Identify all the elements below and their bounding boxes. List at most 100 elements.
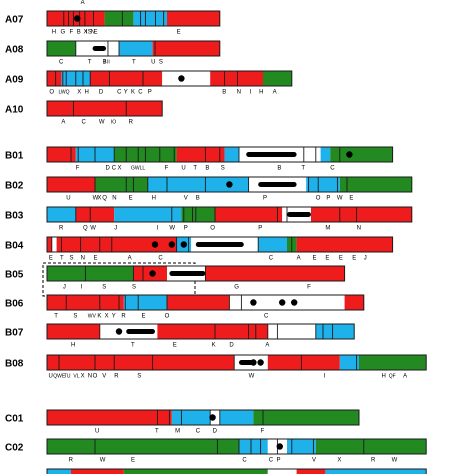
gene-label: E: [349, 196, 353, 202]
segment-blue: [325, 469, 427, 474]
gene-label: J: [364, 256, 367, 262]
gene-label: QF: [389, 374, 396, 380]
segment-red: [205, 266, 345, 281]
marker-dot: [279, 299, 286, 306]
segment-red: [71, 469, 124, 474]
gene-label: E: [49, 256, 53, 262]
gene-label: W: [392, 458, 398, 464]
chromosome-label: B01: [5, 151, 24, 162]
marker-dot: [257, 359, 264, 366]
marker-dot: [226, 181, 233, 188]
gene-label: B: [222, 90, 226, 96]
gene-label: I: [104, 60, 106, 66]
segment-red: [267, 355, 340, 370]
gene-label: V: [184, 196, 188, 202]
gene-label: S: [137, 374, 141, 380]
gene-label: S: [70, 256, 74, 262]
chromosome-bar: [46, 438, 427, 455]
gene-label: T: [132, 60, 136, 66]
gene-label: X: [97, 196, 101, 202]
marker-dot: [276, 443, 283, 450]
chromosome-label: A10: [5, 105, 24, 116]
gene-label: B: [196, 196, 200, 202]
segment-green: [181, 207, 215, 222]
chromosome-bar: [46, 468, 427, 474]
gene-label: W: [249, 374, 255, 380]
gene-label: T: [60, 256, 64, 262]
gene-label: W: [99, 120, 105, 126]
gene-label: I: [250, 90, 252, 96]
segment-blue: [123, 295, 167, 310]
gene-label: A: [61, 120, 65, 126]
gene-label: R: [69, 458, 74, 464]
gene-label: O: [49, 90, 54, 96]
segment-red: [296, 237, 393, 252]
gene-label: A: [81, 0, 85, 6]
marker-cluster: [169, 271, 206, 276]
gene-label: N: [237, 90, 241, 96]
chromosome-bar: [46, 146, 394, 163]
segment-red: [47, 324, 100, 339]
marker-dot: [291, 299, 298, 306]
segment-red: [296, 469, 326, 474]
gene-label: Q: [83, 226, 88, 232]
gene-label: G: [234, 285, 239, 291]
segment-blue: [219, 410, 254, 425]
segment-blue: [320, 147, 331, 162]
chromosome-label: B03: [5, 211, 24, 222]
gene-label: V: [312, 458, 316, 464]
segment-blue: [224, 147, 239, 162]
segment-red: [167, 11, 220, 26]
chromosome-bar: [46, 294, 365, 311]
marker-dot: [250, 299, 257, 306]
gene-label: O: [210, 226, 215, 232]
gene-label: Y: [124, 90, 128, 96]
gene-label: V: [102, 374, 106, 380]
marker-dot: [346, 151, 353, 158]
gene-label: P: [184, 226, 188, 232]
gene-label: B: [103, 60, 107, 66]
segment-blue: [239, 439, 268, 454]
chromosome-bar: [46, 176, 413, 193]
gene-label: M: [325, 226, 330, 232]
gene-label: QWE: [53, 374, 66, 380]
gene-label: C: [117, 90, 122, 96]
gene-label: E: [129, 196, 133, 202]
segment-blue: [306, 177, 340, 192]
segment-white: [229, 295, 345, 310]
segment-red: [47, 147, 76, 162]
marker-dot: [149, 270, 156, 277]
segment-red: [47, 71, 62, 86]
gene-label: I: [323, 374, 325, 380]
gene-label: F: [165, 166, 169, 172]
chromosome-bar: [46, 206, 413, 223]
segment-white: [267, 469, 297, 474]
gene-label: I: [81, 285, 83, 291]
gene-label: C: [138, 90, 143, 96]
gene-label: T: [88, 60, 92, 66]
gene-label: M: [175, 429, 180, 435]
segment-green: [253, 410, 359, 425]
segment-green: [123, 469, 268, 474]
gene-label: F: [70, 30, 74, 36]
marker-dot: [250, 359, 257, 366]
gene-label: U: [151, 60, 155, 66]
gene-label: S: [88, 30, 92, 36]
marker-cluster: [246, 152, 297, 157]
gene-label: GWLL: [131, 166, 145, 172]
marker-cluster: [239, 360, 254, 365]
chromosome-bar: [46, 236, 394, 253]
gene-label: R: [371, 458, 376, 464]
chromosome-label: B05: [5, 270, 24, 281]
gene-label: C: [112, 166, 117, 172]
chromosome-label: B06: [5, 299, 24, 310]
segment-blue: [147, 177, 249, 192]
segment-green: [339, 177, 412, 192]
gene-label: T: [54, 314, 58, 320]
segment-red: [344, 295, 364, 310]
gene-label: D: [106, 166, 111, 172]
gene-label: N: [88, 374, 92, 380]
chromosome-label: B04: [5, 241, 24, 252]
gene-label: K: [212, 343, 216, 349]
segment-red: [75, 207, 115, 222]
